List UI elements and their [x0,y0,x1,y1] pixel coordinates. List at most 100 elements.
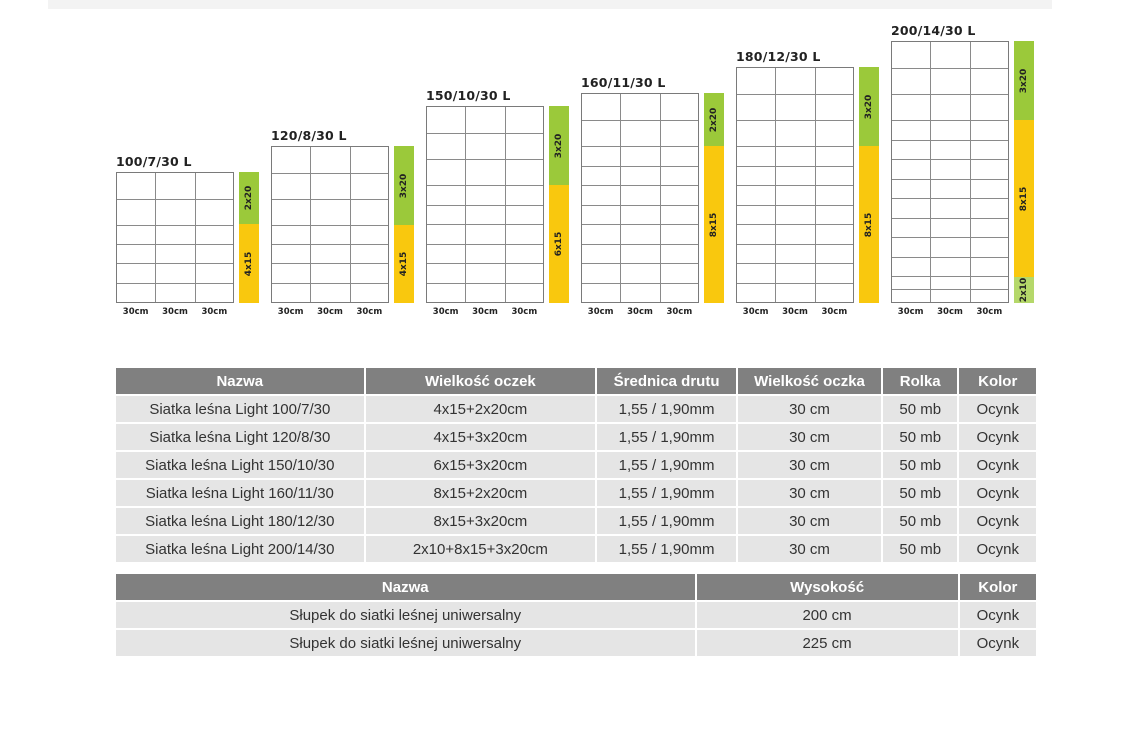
top-divider [48,0,1052,9]
grid-row-line [582,283,698,284]
grid-column-line [505,107,506,302]
column-header: Wielkość oczek [365,368,596,396]
grid-row-line [272,173,388,174]
grid-row-line [892,198,1008,199]
table-row: Siatka leśna Light 100/7/30 4x15+2x20cm 1,… [116,396,1036,424]
table-cell: 50 mb [882,396,958,424]
fence-title: 200/14/30 L [891,23,976,38]
grid-row-line [427,185,543,186]
table-cell: Słupek do siatki leśnej uniwersalny [116,602,695,630]
mesh-segment-bar: 8x15 [1014,120,1034,277]
product-spec-table: Nazwa Wielkość oczek Średnica drutu Wielkoś… [114,368,1038,564]
grid-row-line [427,224,543,225]
mesh-segment-label: 8x15 [1019,186,1029,211]
fence-grid [581,93,699,303]
mesh-segment-label: 3x20 [1019,68,1029,93]
mesh-segment-label: 8x15 [709,212,719,237]
column-width-label: 30cm [122,307,149,317]
mesh-segment-bar: 3x20 [1014,41,1034,120]
grid-row-line [737,244,853,245]
table-cell: 30 cm [738,396,881,424]
column-width-label: 30cm [897,307,924,317]
grid-row-line [582,244,698,245]
table-header-row: Nazwa Wysokość Kolor [116,574,1036,602]
mesh-segment-bar: 4x15 [239,224,259,303]
table-row: Siatka leśna Light 160/11/30 8x15+2x20cm 1… [116,480,1036,508]
column-width-label: 30cm [937,307,963,317]
grid-row-line [427,159,543,160]
mesh-segment-bar: 8x15 [704,146,724,303]
grid-row-line [117,283,233,284]
table-cell: Ocynk [959,396,1036,424]
grid-column-line [155,173,156,302]
grid-row-line [117,199,233,200]
column-header: Wysokość [696,574,958,602]
table-cell: 200 cm [696,602,958,630]
fence-grid [426,106,544,303]
grid-column-line [970,42,971,302]
mesh-segment-label: 2x20 [709,107,719,132]
table-cell: Siatka leśna Light 120/8/30 [116,424,364,452]
table-cell: Ocynk [959,602,1036,630]
grid-column-line [660,94,661,302]
grid-row-line [582,166,698,167]
grid-row-line [892,159,1008,160]
grid-row-line [272,283,388,284]
mesh-segment-bar: 6x15 [549,185,569,303]
mesh-segment-bar: 3x20 [549,106,569,185]
fence-title: 120/8/30 L [271,128,347,143]
column-width-label: 30cm [587,307,614,317]
grid-row-line [427,283,543,284]
fence-grid [891,41,1009,303]
grid-row-line [737,166,853,167]
grid-column-line [620,94,621,302]
grid-row-line [272,225,388,226]
column-width-label: 30cm [356,307,383,317]
table-cell: 4x15+2x20cm [365,396,596,424]
grid-row-line [892,94,1008,95]
table-cell: Siatka leśna Light 160/11/30 [116,480,364,508]
grid-row-line [582,205,698,206]
mesh-segment-label: 2x20 [244,185,254,211]
fence-title: 100/7/30 L [116,154,192,169]
grid-row-line [892,289,1008,290]
grid-row-line [582,224,698,225]
grid-row-line [427,133,543,134]
grid-row-line [737,263,853,264]
table-cell: Ocynk [959,508,1036,536]
fence-title: 150/10/30 L [426,88,511,103]
mesh-segment-bar: 8x15 [859,146,879,303]
grid-column-line [465,107,466,302]
grid-column-line [930,42,931,302]
mesh-segment-bar: 3x20 [394,146,414,225]
grid-row-line [737,120,853,121]
column-width-label: 30cm [472,307,498,317]
grid-row-line [892,257,1008,258]
grid-column-line [350,147,351,302]
table-cell: Siatka leśna Light 100/7/30 [116,396,364,424]
table-cell: Słupek do siatki leśnej uniwersalny [116,630,695,658]
mesh-segment-label: 8x15 [864,212,874,237]
mesh-segment-label: 3x20 [864,94,874,119]
column-width-label: 30cm [976,307,1003,317]
column-header: Nazwa [116,368,364,396]
table-cell: 30 cm [738,452,881,480]
table-cell: 1,55 / 1,90mm [597,508,737,536]
grid-row-line [737,94,853,95]
mesh-segment-bar: 4x15 [394,225,414,303]
column-width-label: 30cm [782,307,808,317]
column-width-label: 30cm [201,307,228,317]
table-cell: 30 cm [738,480,881,508]
fence-grid [271,146,389,303]
table-cell: Ocynk [959,630,1036,658]
grid-row-line [582,146,698,147]
table-cell: Siatka leśna Light 200/14/30 [116,536,364,564]
column-header: Wielkość oczka [738,368,881,396]
column-header: Rolka [882,368,958,396]
table-body: Słupek do siatki leśnej uniwersalny 200 c… [116,602,1036,658]
column-width-label: 30cm [742,307,769,317]
mesh-segment-bar: 2x10 [1014,277,1034,303]
table-cell: 225 cm [696,630,958,658]
mesh-segment-bar: 2x20 [704,93,724,146]
table-cell: Siatka leśna Light 150/10/30 [116,452,364,480]
